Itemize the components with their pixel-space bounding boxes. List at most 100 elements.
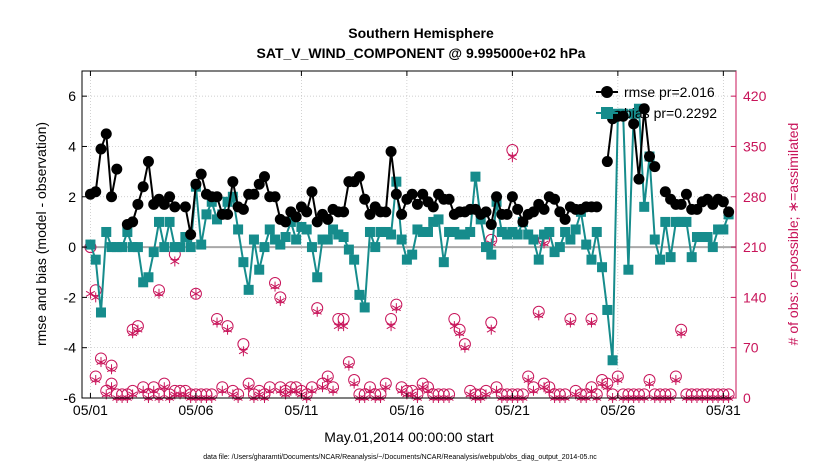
series-point [343,244,354,255]
series-point [333,229,344,240]
obs-assimilated-point [244,382,254,393]
asterisk-stroke [138,387,148,394]
series-point [237,203,249,215]
asterisk-stroke [317,384,328,391]
series-point [90,186,102,198]
obs-assimilated-point [317,382,328,393]
series-point [280,232,291,243]
series-point [465,226,476,237]
asterisk-stroke [96,359,106,365]
asterisk-stroke [449,323,459,330]
series-point [301,206,313,218]
series-point [185,242,196,253]
series-point [539,229,550,240]
x-axis-label: May.01,2014 00:00:00 start [324,429,494,445]
series-point [680,188,692,200]
series-point [227,176,239,188]
obs-assimilated-point [602,382,612,393]
series-point [385,145,397,157]
obs-assimilated-point [565,317,575,328]
series-point [591,201,603,213]
series-point [591,226,602,237]
obs-assimilated-point [486,324,496,335]
asterisk-stroke [106,366,117,373]
series-point [485,218,497,230]
series-point [291,234,302,245]
series-point [180,232,191,243]
y-tick-label: 6 [68,88,76,104]
asterisk-stroke [222,326,233,333]
obs-assimilated-point [96,357,106,368]
obs-assimilated-point [222,324,233,335]
y-tick-label: -6 [64,390,77,406]
asterisk-stroke [544,387,554,394]
series-point [248,188,260,200]
series-point [122,226,133,237]
series-point [222,196,233,207]
series-point [132,242,143,253]
series-point [254,264,265,275]
asterisk-stroke [386,323,396,330]
series-point [707,242,718,253]
series-point [85,239,96,250]
series-point [581,239,592,250]
series-point [322,234,333,245]
series-point [100,128,112,140]
y2-axis-label: # of obs: o=possible; ∗=assimilated [785,123,801,346]
obs-assimilated-point [586,317,597,328]
series-point [258,171,270,183]
series-point [127,242,138,253]
legend: rmse pr=2.016 bias pr=0.2292 [596,84,717,121]
y-tick-label: -4 [64,340,77,356]
asterisk-stroke [339,323,349,330]
obs-assimilated-point [386,321,396,332]
series-point [549,193,561,205]
series-point [681,216,692,227]
series-point [691,232,702,243]
asterisk-stroke [312,308,322,315]
series-point [143,272,154,283]
asterisk-stroke [265,387,275,394]
y2-tick-label: 140 [743,289,767,305]
series-point [164,191,176,203]
asterisk-stroke [344,362,354,369]
asterisk-stroke [507,154,517,161]
asterisk-stroke [91,294,101,301]
series-point [649,234,660,245]
asterisk-stroke [349,380,359,387]
series-point [406,188,418,200]
asterisk-stroke [244,384,254,391]
series-point [443,193,455,205]
obs-assimilated-point [217,385,227,396]
legend-rmse-label: rmse pr=2.016 [624,84,715,100]
x-tick-label: 05/21 [495,402,530,418]
obs-assimilated-point [275,295,285,306]
series-point [359,302,370,313]
series-point [481,242,492,253]
series-point [391,176,402,187]
obs-assimilated-point [128,328,138,339]
y2-tick-label: 420 [743,88,767,104]
series-point [259,242,270,253]
series-point [248,234,259,245]
series-point [95,143,107,155]
series-point [638,103,650,115]
asterisk-stroke [534,312,544,319]
obs-assimilated-point [528,385,539,396]
series-point [386,229,397,240]
series-point [306,242,317,253]
asterisk-stroke [613,377,623,383]
series-point [142,156,154,168]
asterisk-stroke [281,391,291,398]
asterisk-stroke [101,391,111,398]
obs-assimilated-point [159,382,169,393]
y-tick-label: 2 [68,189,76,205]
series-point [338,232,349,243]
series-point [601,156,613,168]
series-point [665,252,676,263]
asterisk-stroke [481,391,491,398]
y-tick-label: 4 [68,138,76,154]
series-point [375,226,386,237]
series-point [444,226,455,237]
